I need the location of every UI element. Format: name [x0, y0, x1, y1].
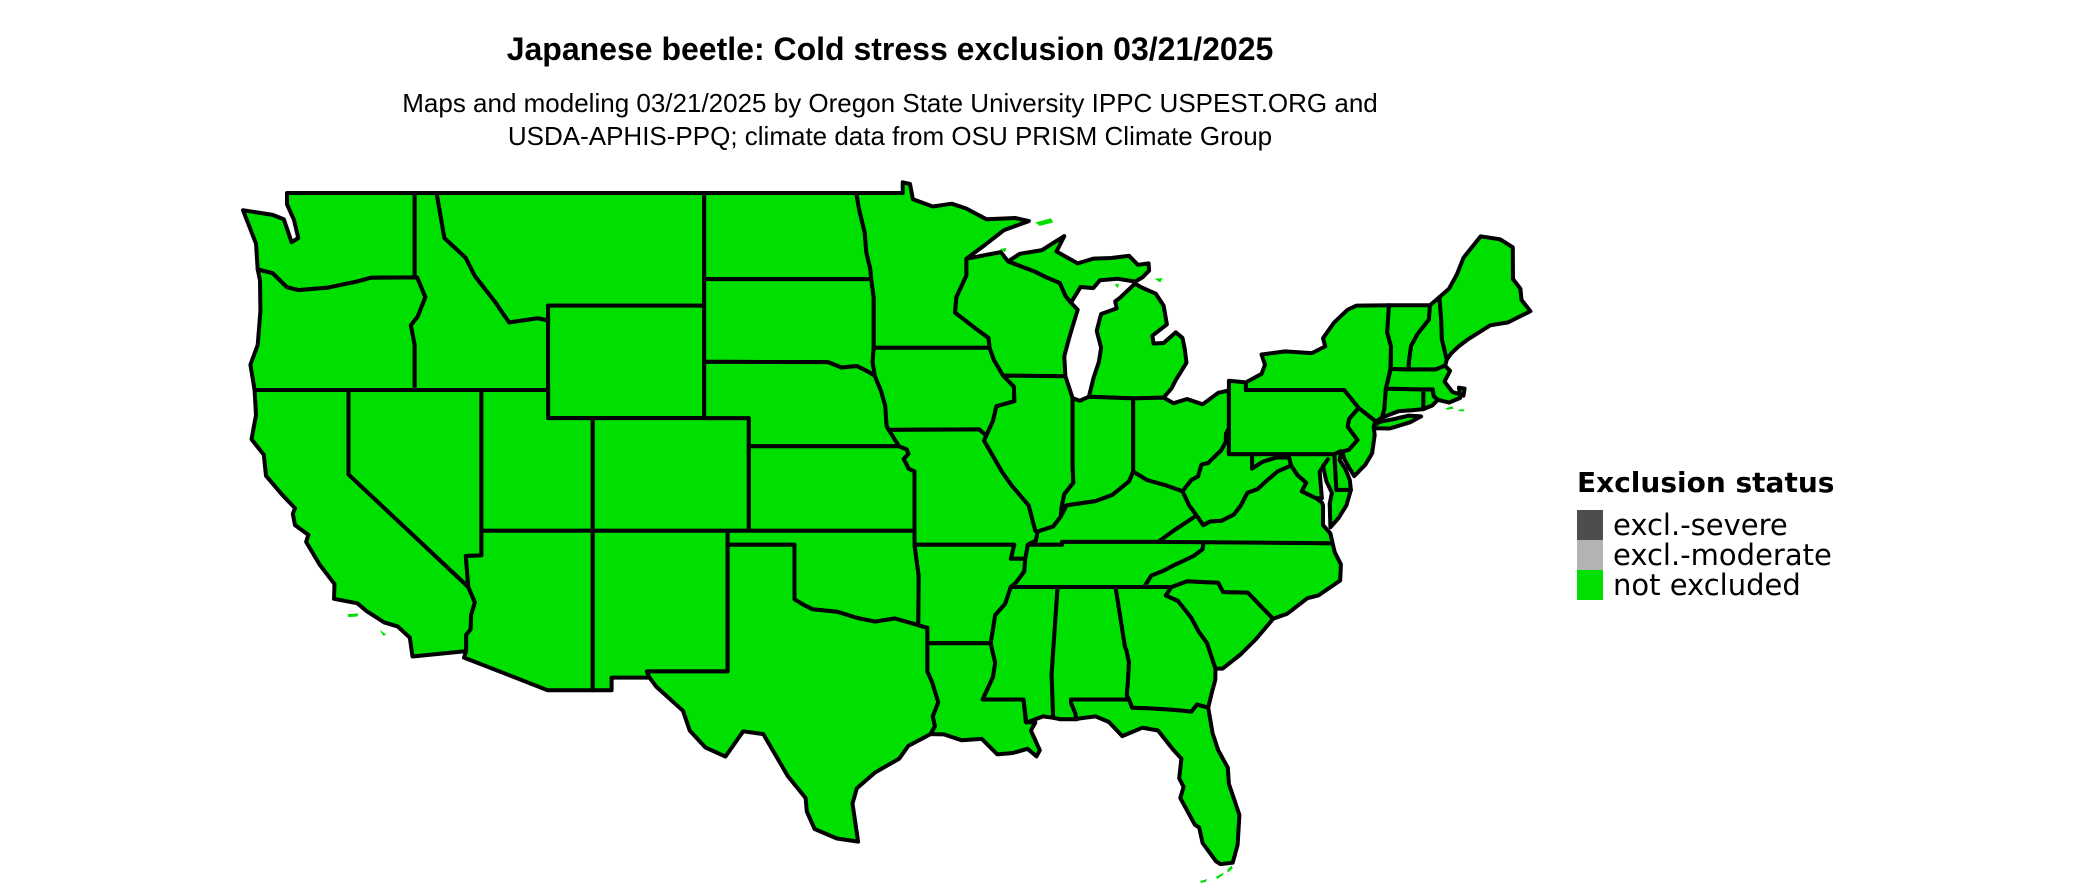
state-KS [746, 444, 917, 533]
legend-swatch-1 [1577, 540, 1603, 570]
legend-items: excl.-severe excl.-moderate not excluded [1577, 510, 1834, 600]
legend-label: excl.-moderate [1613, 538, 1832, 572]
island-3 [999, 247, 1007, 253]
state-NM [590, 528, 730, 693]
legend-item-excl-severe: excl.-severe [1577, 510, 1834, 540]
state-ND [702, 191, 874, 282]
island-7 [1457, 409, 1465, 412]
page-title: Japanese beetle: Cold stress exclusion 0… [506, 31, 1274, 67]
island-9 [1216, 872, 1224, 880]
state-OR [248, 267, 428, 392]
island-8 [1227, 865, 1233, 873]
subtitle-line-1: Maps and modeling 03/21/2025 by Oregon S… [402, 88, 1378, 118]
legend-swatch-2 [1577, 570, 1603, 600]
legend-item-not-excluded: not excluded [1577, 570, 1834, 600]
legend-swatch-0 [1577, 510, 1603, 540]
state-CT [1379, 386, 1426, 420]
state-WY [546, 303, 707, 421]
subtitle: Maps and modeling 03/21/2025 by Oregon S… [402, 87, 1378, 153]
state-CO [590, 416, 751, 533]
legend-item-excl-moderate: excl.-moderate [1577, 540, 1834, 570]
island-6 [1445, 406, 1454, 410]
state-ME [1437, 234, 1533, 362]
legend: Exclusion status excl.-severe excl.-moder… [1577, 466, 1834, 600]
state-FL [1069, 697, 1242, 867]
island-5 [1154, 278, 1163, 283]
subtitle-line-2: USDA-APHIS-PPQ; climate data from OSU PR… [507, 121, 1273, 151]
legend-title: Exclusion status [1577, 466, 1835, 499]
island-0 [347, 613, 359, 618]
island-4 [1114, 283, 1119, 289]
state-NC [1142, 539, 1343, 621]
state-MD [1250, 452, 1353, 530]
state-AZ [462, 528, 595, 693]
state-TX [644, 542, 941, 844]
island-2 [1035, 218, 1054, 226]
island-1 [379, 629, 387, 636]
state-MI [1006, 234, 1189, 401]
legend-label: excl.-severe [1613, 508, 1788, 542]
legend-label: not excluded [1613, 568, 1801, 602]
island-10 [1200, 879, 1208, 883]
